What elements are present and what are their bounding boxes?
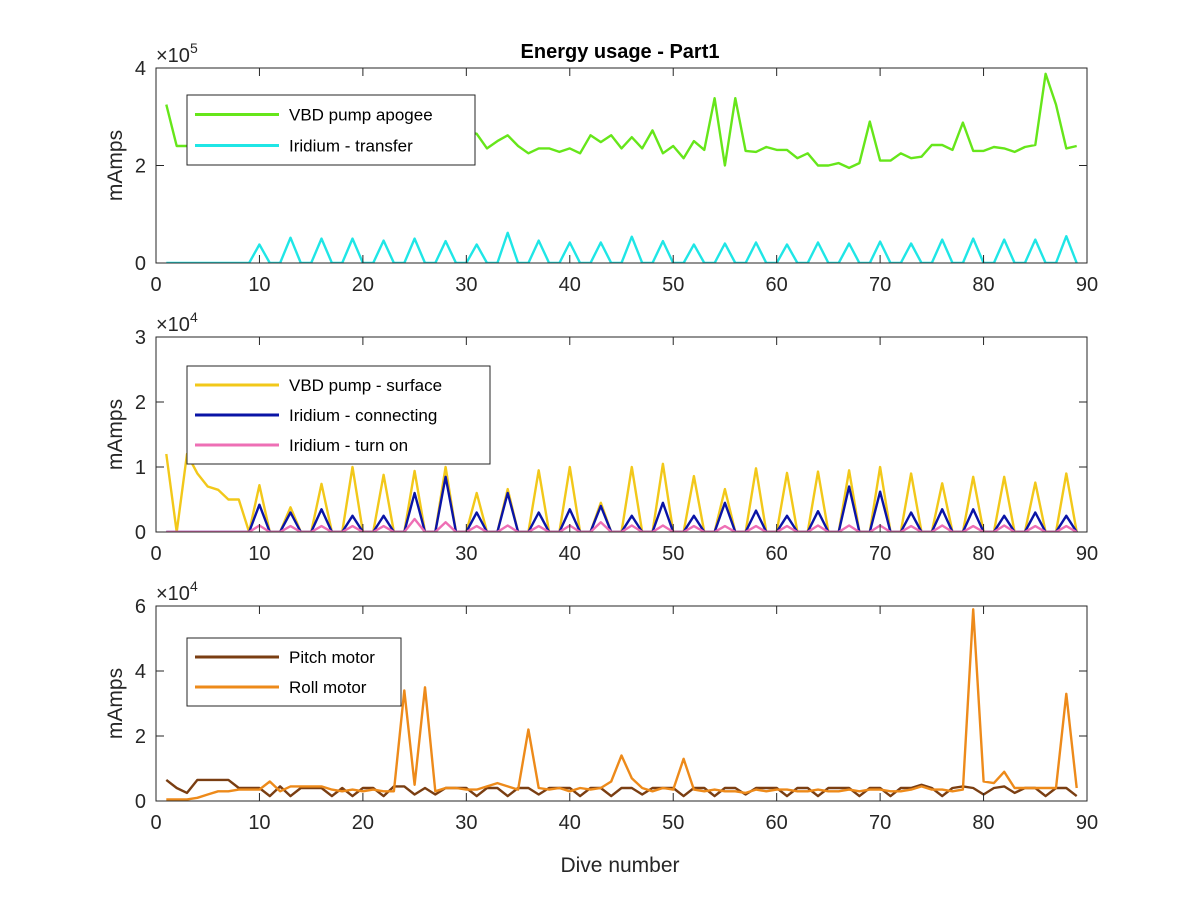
x-tick-label: 10 [248,274,270,296]
x-tick-label: 30 [455,543,477,565]
y-axis-label: mAmps [104,130,127,201]
x-tick-label: 90 [1076,543,1098,565]
legend-entry: Iridium - turn on [289,436,408,455]
x-tick-label: 20 [352,543,374,565]
legend-box [186,637,402,707]
series-group [165,608,1078,801]
x-tick-label: 80 [972,812,994,834]
legend: VBD pump - surface Iridium - connecting Ir… [186,365,491,465]
y-tick-label: 6 [135,596,146,618]
series-line-2 [166,231,1078,263]
y-tick-label: 2 [135,726,146,748]
panel-energy-surface-iridium: 0 10 20 30 40 50 60 70 80 90 0 1 2 3 ×104 mAmps VBD pump… [104,309,1098,565]
x-tick-label: 30 [455,274,477,296]
x-tick-label: 60 [766,274,788,296]
series-line-1 [165,452,1078,532]
x-tick-label: 10 [248,543,270,565]
x-tick-label: 20 [352,812,374,834]
axes-box [155,336,1088,533]
x-tick-label: 30 [455,812,477,834]
y-axis-label: mAmps [104,668,127,739]
x-tick-label: 0 [150,543,161,565]
y-exponent-label: ×104 [156,578,198,605]
x-tick-label: 50 [662,812,684,834]
legend-entry: VBD pump - surface [289,376,442,395]
y-tick-label: 4 [135,58,146,80]
x-tick-label: 50 [662,543,684,565]
legend: VBD pump apogee Iridium - transfer [186,94,476,166]
x-tick-label: 0 [150,274,161,296]
series-line-3 [166,517,1078,532]
y-axis-label: mAmps [104,399,127,470]
x-tick-label: 80 [972,274,994,296]
y-tick-label: 0 [135,791,146,813]
legend-entry: Roll motor [289,678,367,697]
chart-title: Energy usage - Part1 [521,41,720,63]
x-tick-label: 70 [869,543,891,565]
legend: Pitch motor Roll motor [186,637,402,707]
x-tick-label: 10 [248,812,270,834]
x-tick-label: 50 [662,274,684,296]
x-tick-label: 80 [972,543,994,565]
x-tick-label: 40 [559,812,581,834]
y-exponent-label: ×105 [156,40,198,67]
y-tick-label: 4 [135,661,146,683]
x-tick-label: 40 [559,274,581,296]
y-tick-label: 2 [135,156,146,178]
series-line-2 [166,475,1078,532]
y-exponent-label: ×104 [156,309,198,336]
y-tick-label: 1 [135,457,146,479]
x-tick-label: 90 [1076,812,1098,834]
panel-energy-apogee-transfer: 0 10 20 30 40 50 60 70 80 90 0 2 4 ×105 mAmps VBD pump … [104,40,1098,296]
x-tick-label: 40 [559,543,581,565]
y-tick-label: 0 [135,522,146,544]
series-group [165,452,1078,532]
x-tick-label: 70 [869,812,891,834]
axes-box [155,605,1088,802]
legend-entry: VBD pump apogee [289,106,433,125]
series-line-1 [165,778,1078,798]
x-tick-label: 70 [869,274,891,296]
y-tick-label: 3 [135,327,146,349]
legend-entry: Pitch motor [289,648,375,667]
y-tick-label: 0 [135,253,146,275]
x-tick-label: 20 [352,274,374,296]
x-tick-label: 60 [766,812,788,834]
y-tick-label: 2 [135,392,146,414]
x-tick-label: 0 [150,812,161,834]
x-tick-label: 60 [766,543,788,565]
panel-energy-motors: 0 10 20 30 40 50 60 70 80 90 0 2 4 6 ×104 mAmps Pitch mo… [104,578,1098,834]
legend-box [186,94,476,166]
legend-entry: Iridium - transfer [289,137,413,156]
legend-entry: Iridium - connecting [289,406,437,425]
x-tick-label: 90 [1076,274,1098,296]
series-line-2 [166,608,1078,801]
x-axis-label: Dive number [560,854,679,877]
